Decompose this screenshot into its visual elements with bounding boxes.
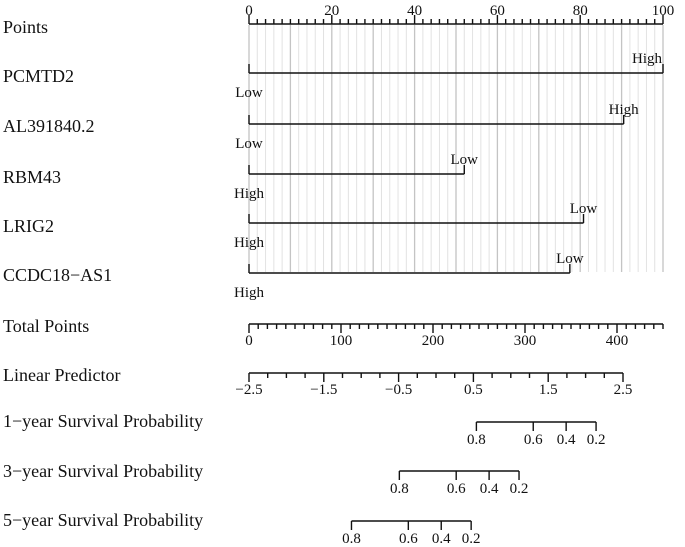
survival-2-tick-label: 0.8 (390, 481, 409, 497)
survival-2-label: 3−year Survival Probability (3, 461, 203, 481)
level-label-end-ccdc18-as1: Low (556, 251, 584, 267)
points-gridlines (248, 25, 664, 272)
total-points-tick-label: 400 (606, 333, 629, 349)
linear-predictor-tick-label: −0.5 (385, 382, 412, 398)
variable-label-lrig2: LRIG2 (3, 216, 54, 236)
level-label-start-rbm43: High (234, 186, 265, 202)
level-label-start-pcmtd2: Low (235, 85, 263, 101)
level-label-end-pcmtd2: High (632, 51, 663, 67)
survival-3-label: 5−year Survival Probability (3, 510, 203, 530)
total-points-tick-label: 100 (330, 333, 353, 349)
nomogram-row-labels: Points PCMTD2 AL391840.2 RBM43 LRIG2 CCDC18−A… (3, 17, 203, 530)
survival-3-tick-label: 0.8 (342, 531, 361, 547)
nomogram-axes: 0 20 40 60 80 100 Low High Low High High Low High Low… (234, 3, 674, 547)
level-label-end-lrig2: Low (570, 201, 598, 217)
level-label-end-al391840-2: High (609, 102, 640, 118)
total-points-tick-label: 300 (514, 333, 537, 349)
points-tick-label: 20 (324, 3, 339, 19)
total-points-tick-label: 200 (422, 333, 445, 349)
survival-2-tick-label: 0.6 (447, 481, 466, 497)
linear-predictor-label: Linear Predictor (3, 365, 120, 385)
points-tick-label: 80 (573, 3, 588, 19)
total-points-label: Total Points (3, 316, 89, 336)
points-tick-label: 0 (245, 3, 253, 19)
survival-2-tick-label: 0.4 (480, 481, 499, 497)
points-tick-label: 60 (490, 3, 505, 19)
survival-1-tick-label: 0.6 (524, 432, 543, 448)
survival-1-tick-label: 0.8 (467, 432, 486, 448)
linear-predictor-tick-label: −1.5 (310, 382, 337, 398)
level-label-start-ccdc18-as1: High (234, 285, 265, 301)
survival-1-tick-label: 0.4 (557, 432, 576, 448)
points-tick-label: 40 (407, 3, 422, 19)
survival-2-tick-label: 0.2 (510, 481, 529, 497)
survival-1-tick-label: 0.2 (587, 432, 606, 448)
level-label-end-rbm43: Low (451, 152, 479, 168)
variable-label-rbm43: RBM43 (3, 167, 61, 187)
survival-3-tick-label: 0.4 (432, 531, 451, 547)
points-tick-label: 100 (652, 3, 675, 19)
level-label-start-lrig2: High (234, 235, 265, 251)
survival-3-tick-label: 0.6 (399, 531, 418, 547)
linear-predictor-tick-label: 0.5 (464, 382, 483, 398)
variable-label-al391840-2: AL391840.2 (3, 116, 95, 136)
linear-predictor-tick-label: 2.5 (614, 382, 633, 398)
variable-label-pcmtd2: PCMTD2 (3, 66, 74, 86)
total-points-tick-label: 0 (245, 333, 253, 349)
survival-1-label: 1−year Survival Probability (3, 411, 203, 431)
linear-predictor-tick-label: 1.5 (539, 382, 558, 398)
variable-label-ccdc18-as1: CCDC18−AS1 (3, 265, 112, 285)
linear-predictor-tick-label: −2.5 (235, 382, 262, 398)
points-axis-label: Points (3, 17, 48, 37)
level-label-start-al391840-2: Low (235, 136, 263, 152)
survival-3-tick-label: 0.2 (462, 531, 481, 547)
